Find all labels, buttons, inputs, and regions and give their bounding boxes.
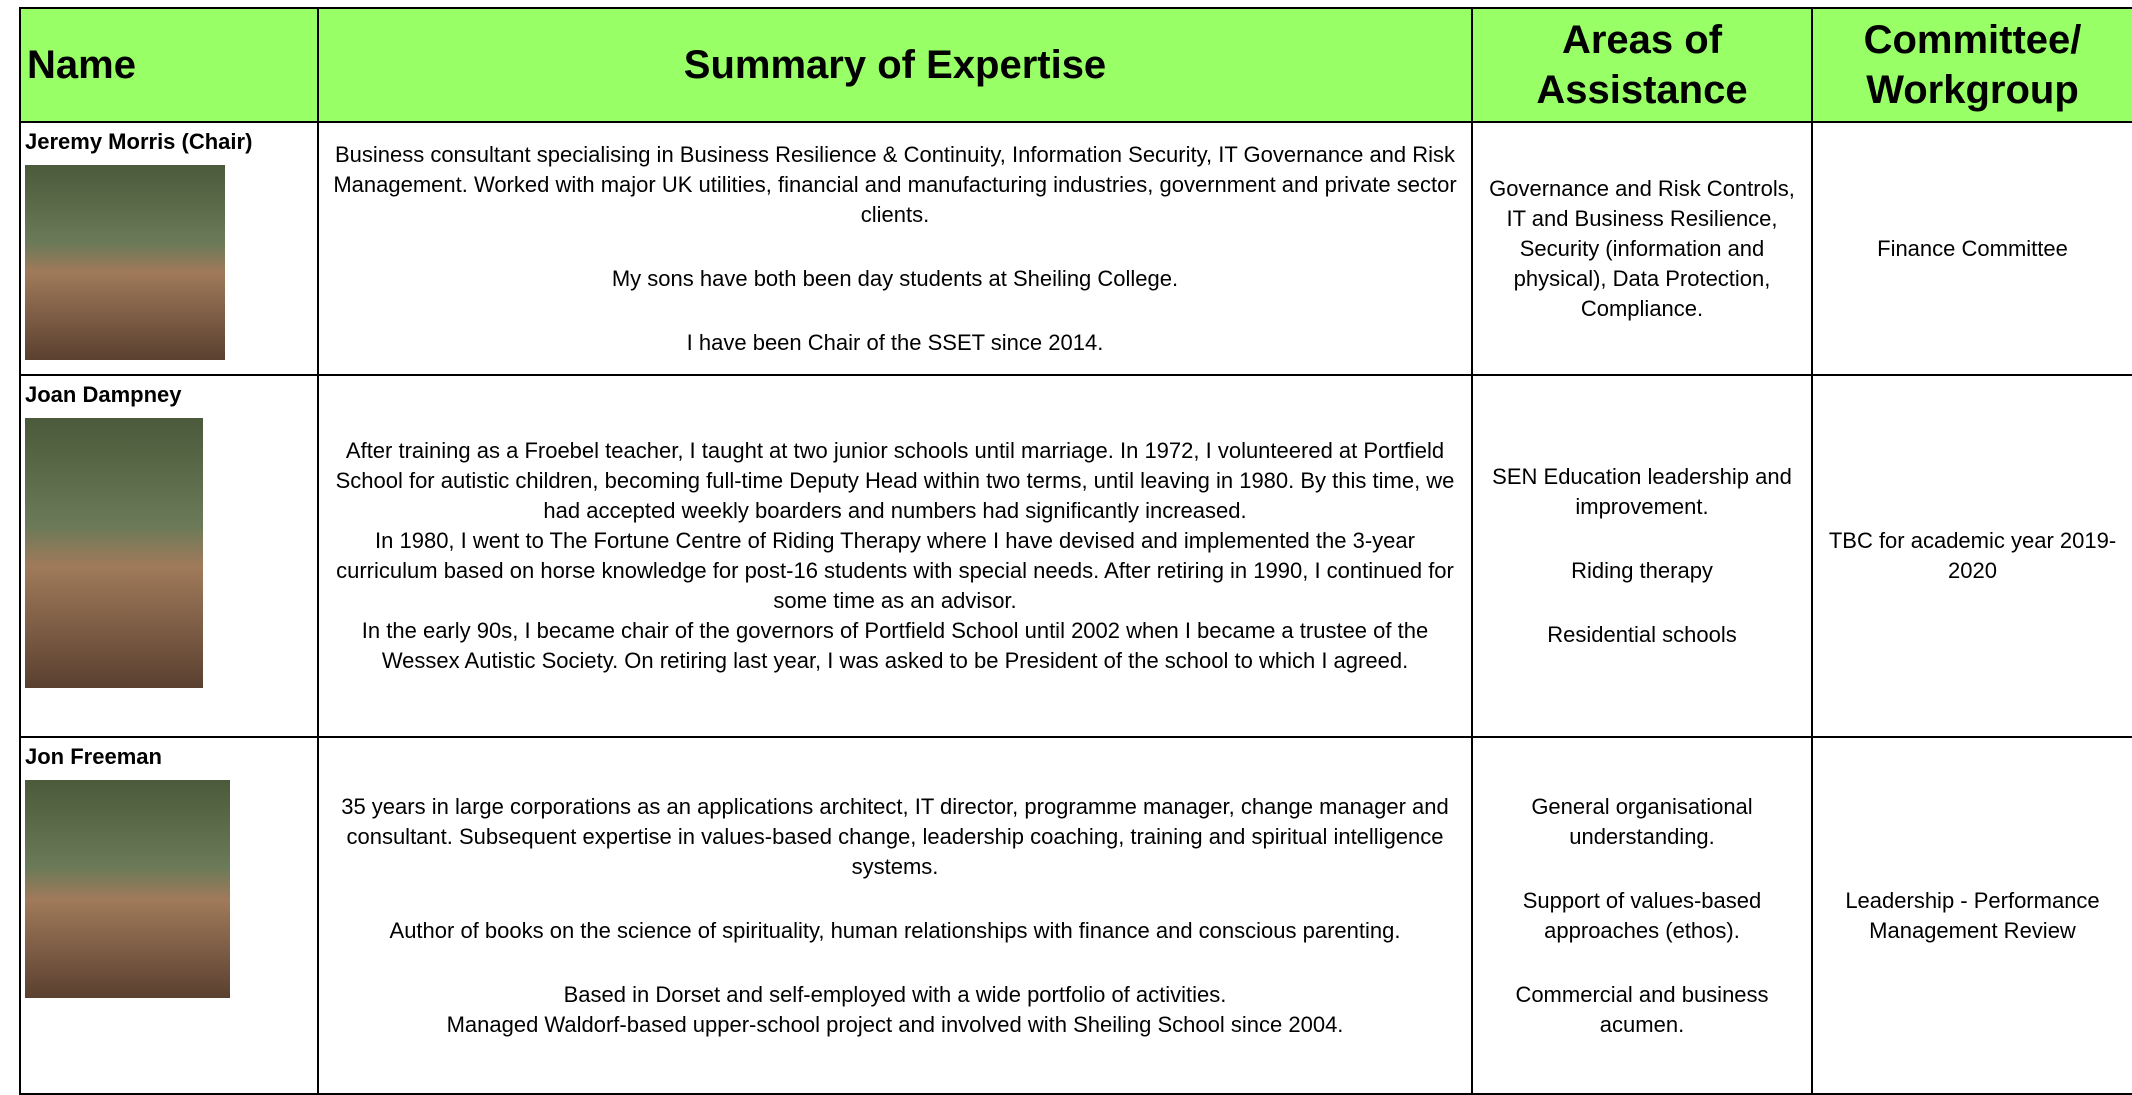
table-row: Jeremy Morris (Chair) Business consultant… [19, 121, 2132, 376]
summary-text: In the early 90s, I became chair of the … [361, 618, 1429, 673]
areas-text: Commercial and business acumen. [1515, 981, 1769, 1037]
summary-text: I have been Chair of the SSET since 2014… [686, 329, 1104, 355]
portrait [25, 165, 225, 360]
areas-text: General organisational understanding. [1531, 793, 1753, 849]
committee-cell: TBC for academic year 2019-2020 [1811, 374, 2132, 738]
column-header: Areas of Assistance [1471, 7, 1813, 123]
paragraph-group: Author of books on the science of spirit… [325, 916, 1465, 946]
column-header: Name [19, 7, 319, 123]
areas-text: Support of values-based approaches (etho… [1522, 887, 1762, 943]
paragraph-group: Governance and Risk Controls, IT and Bus… [1479, 174, 1805, 324]
name-cell: Jeremy Morris (Chair) [19, 121, 319, 376]
committee-cell: Leadership - Performance Management Revi… [1811, 736, 2132, 1095]
paragraph-group: Support of values-based approaches (etho… [1479, 886, 1805, 946]
areas-cell: General organisational understanding. Sup… [1471, 736, 1813, 1095]
person-name: Joan Dampney [25, 382, 182, 407]
summary-text: My sons have both been day students at S… [611, 265, 1179, 291]
areas-text: Governance and Risk Controls, IT and Bus… [1489, 175, 1795, 321]
paragraph-group: I have been Chair of the SSET since 2014… [325, 328, 1465, 358]
person-name: Jeremy Morris (Chair) [25, 129, 253, 154]
paragraph-group: 35 years in large corporations as an app… [325, 792, 1465, 882]
areas-cell: Governance and Risk Controls, IT and Bus… [1471, 121, 1813, 376]
portrait [25, 780, 230, 998]
paragraph-group: Business consultant specialising in Busi… [325, 140, 1465, 230]
paragraph-group: Residential schools [1479, 620, 1805, 650]
column-header: Committee/ Workgroup [1811, 7, 2132, 123]
portrait [25, 418, 203, 688]
areas-cell: SEN Education leadership and improvement… [1471, 374, 1813, 738]
areas-text: Residential schools [1547, 622, 1737, 647]
summary-text: Author of books on the science of spirit… [389, 917, 1401, 943]
paragraph-group: Based in Dorset and self-employed with a… [325, 980, 1465, 1040]
column-header: Summary of Expertise [317, 7, 1473, 123]
paragraph-group: My sons have both been day students at S… [325, 264, 1465, 294]
summary-text: Managed Waldorf-based upper-school proje… [446, 1011, 1344, 1037]
paragraph-group: General organisational understanding. [1479, 792, 1805, 852]
expertise-table: Name Summary of Expertise Areas of Assis… [19, 7, 2132, 1095]
table-row: Jon Freeman 35 years in large corporation… [19, 736, 2132, 1095]
committee-cell: Finance Committee [1811, 121, 2132, 376]
header-row: Name Summary of Expertise Areas of Assis… [19, 7, 2132, 123]
summary-text: After training as a Froebel teacher, I t… [335, 438, 1455, 523]
summary-text: Business consultant specialising in Busi… [333, 141, 1457, 227]
areas-text: Riding therapy [1571, 558, 1713, 583]
name-cell: Joan Dampney [19, 374, 319, 738]
areas-text: SEN Education leadership and improvement… [1492, 464, 1792, 519]
summary-cell: 35 years in large corporations as an app… [317, 736, 1473, 1095]
paragraph-group: After training as a Froebel teacher, I t… [325, 436, 1465, 676]
summary-cell: Business consultant specialising in Busi… [317, 121, 1473, 376]
summary-text: In 1980, I went to The Fortune Centre of… [336, 528, 1454, 613]
paragraph-group: Riding therapy [1479, 556, 1805, 586]
paragraph-group: SEN Education leadership and improvement… [1479, 462, 1805, 522]
summary-text: 35 years in large corporations as an app… [341, 793, 1449, 879]
paragraph-group: Commercial and business acumen. [1479, 980, 1805, 1040]
name-cell: Jon Freeman [19, 736, 319, 1095]
summary-text: Based in Dorset and self-employed with a… [563, 981, 1227, 1007]
summary-cell: After training as a Froebel teacher, I t… [317, 374, 1473, 738]
table-row: Joan Dampney After training as a Froebel … [19, 374, 2132, 738]
person-name: Jon Freeman [25, 744, 162, 769]
